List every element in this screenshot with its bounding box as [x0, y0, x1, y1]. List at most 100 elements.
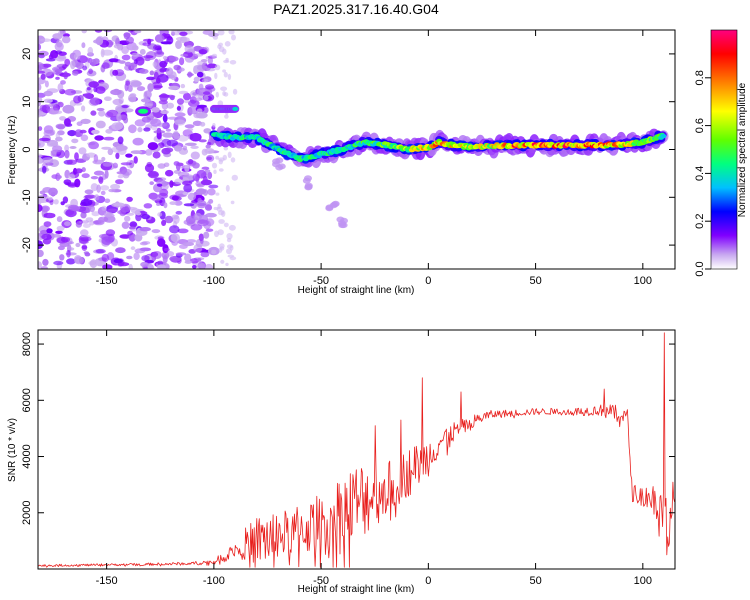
- noise-speckle: [225, 262, 229, 267]
- bottom-y-tick-label: 2000: [21, 501, 33, 525]
- top-y-tick-label: -10: [21, 189, 33, 205]
- noise-speckle: [204, 263, 214, 269]
- noise-speckle: [201, 166, 210, 170]
- noise-speckle: [207, 188, 216, 196]
- noise-speckle: [138, 68, 149, 74]
- noise-speckle: [135, 211, 142, 216]
- noise-speckle: [211, 162, 218, 169]
- noise-speckle: [75, 242, 81, 248]
- noise-speckle: [43, 98, 53, 104]
- noise-speckle: [182, 129, 193, 137]
- noise-speckle: [56, 236, 69, 244]
- noise-speckle: [82, 65, 88, 71]
- noise-speckle: [101, 156, 106, 162]
- bottom-x-tick-label: -100: [203, 575, 225, 587]
- noise-speckle: [133, 59, 138, 65]
- noise-speckle: [50, 150, 57, 157]
- noise-speckle: [38, 140, 45, 148]
- colorbar-tick-label: 0.0: [694, 261, 706, 276]
- noise-speckle: [103, 136, 115, 141]
- noise-speckle: [196, 104, 207, 108]
- noise-speckle: [186, 239, 197, 243]
- noise-speckle: [89, 97, 101, 106]
- colorbar-tick-label: 0.2: [694, 214, 706, 229]
- noise-speckle: [74, 256, 84, 265]
- noise-speckle: [38, 43, 42, 51]
- noise-speckle: [80, 212, 87, 219]
- noise-speckle: [57, 30, 64, 38]
- noise-speckle: [143, 55, 154, 59]
- faint-branch: [277, 163, 286, 170]
- noise-speckle: [223, 71, 228, 78]
- noise-speckle: [166, 35, 173, 41]
- noise-speckle: [134, 30, 142, 34]
- noise-speckle: [205, 228, 214, 232]
- noise-speckle: [182, 191, 189, 196]
- noise-speckle: [117, 262, 130, 267]
- noise-speckle: [220, 86, 228, 92]
- noise-speckle: [80, 198, 93, 206]
- noise-speckle: [179, 57, 185, 66]
- noise-speckle: [144, 163, 155, 173]
- noise-speckle: [112, 162, 119, 169]
- noise-speckle: [187, 159, 194, 165]
- noise-speckle: [42, 63, 52, 68]
- colorbar-tick-label: 0.6: [694, 118, 706, 133]
- noise-speckle: [113, 43, 124, 49]
- noise-speckle: [164, 215, 174, 224]
- noise-speckle: [218, 247, 223, 253]
- noise-speckle: [56, 175, 62, 179]
- noise-speckle: [64, 149, 70, 159]
- noise-speckle: [196, 108, 203, 114]
- top-y-ticks: -20 -10 0 10 20: [21, 48, 675, 253]
- noise-speckle: [110, 183, 121, 190]
- noise-speckle: [205, 212, 217, 218]
- noise-speckle: [38, 137, 51, 142]
- noise-speckle: [39, 104, 47, 112]
- noise-speckle: [218, 46, 225, 53]
- noise-speckle: [140, 98, 151, 103]
- noise-speckle: [48, 187, 58, 196]
- noise-speckle: [218, 168, 224, 172]
- noise-speckle: [98, 110, 106, 117]
- noise-speckle: [55, 55, 67, 62]
- noise-speckle: [174, 200, 183, 206]
- noise-speckle: [96, 184, 101, 193]
- noise-speckle: [59, 116, 67, 121]
- noise-speckle: [88, 141, 99, 150]
- noise-speckle: [76, 121, 83, 126]
- noise-speckle: [57, 83, 64, 92]
- noise-speckle: [206, 154, 215, 162]
- noise-speckle: [127, 230, 133, 236]
- noise-speckle: [128, 30, 134, 33]
- noise-speckle: [165, 251, 175, 257]
- noise-speckle: [182, 145, 188, 151]
- noise-speckle: [55, 132, 61, 140]
- noise-speckle: [217, 30, 225, 36]
- noise-speckle: [115, 145, 128, 151]
- noise-speckle: [159, 188, 169, 197]
- noise-speckle: [184, 124, 195, 129]
- noise-speckle: [48, 196, 53, 201]
- top-x-tick-label: -150: [96, 275, 118, 287]
- bottom-x-tick-label: -50: [313, 575, 329, 587]
- noise-speckle: [87, 46, 94, 56]
- noise-speckle: [112, 98, 124, 106]
- noise-speckle: [88, 68, 93, 75]
- noise-speckle: [118, 114, 128, 121]
- noise-speckle: [157, 236, 164, 240]
- faint-branch: [302, 177, 311, 184]
- noise-speckle: [168, 56, 179, 62]
- noise-speckle: [195, 112, 208, 119]
- noise-speckle: [95, 248, 106, 254]
- noise-speckle: [113, 258, 124, 264]
- noise-speckle: [93, 170, 105, 176]
- isolated-blob-core: [138, 108, 149, 114]
- noise-speckle: [139, 227, 151, 232]
- noise-speckle: [156, 127, 162, 134]
- noise-speckle: [175, 210, 183, 215]
- noise-speckle: [219, 243, 225, 249]
- noise-speckle: [158, 94, 170, 98]
- noise-speckle: [55, 50, 63, 54]
